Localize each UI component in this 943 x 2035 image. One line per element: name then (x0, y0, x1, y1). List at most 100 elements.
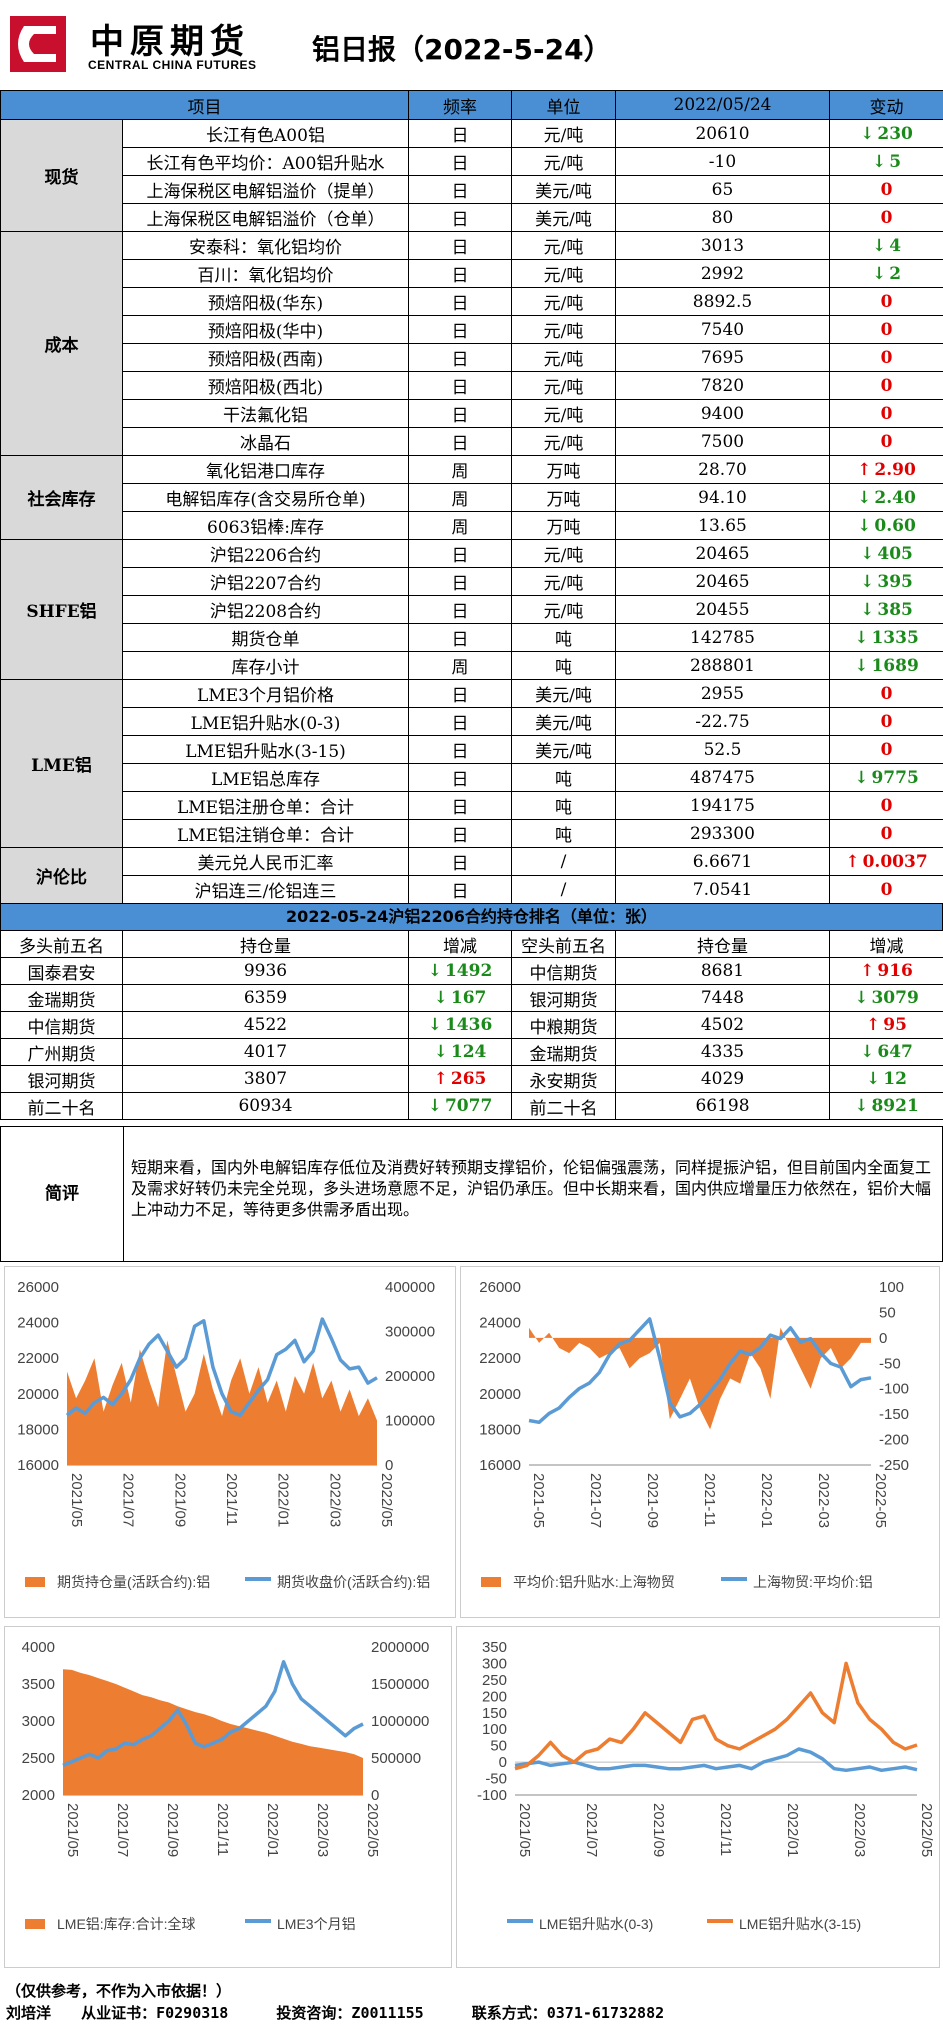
freq-cell: 日 (408, 735, 512, 764)
change-cell: ↓ 9775 (829, 763, 943, 792)
x-tick-label: 2021/09 (171, 1473, 188, 1527)
logo-cn: 中原期货 (90, 22, 250, 62)
short-pos-cell: 4502 (615, 1011, 830, 1039)
table-row: 库存小计周吨 288801 ↓ 1689 (1, 651, 943, 680)
change-cell: 0 (829, 203, 943, 232)
value-cell: 142785 (615, 623, 830, 652)
category-cell: 沪伦比 (0, 847, 123, 904)
change-cell: ↓ 5 (829, 147, 943, 176)
item-cell: 预焙阳极(西南) (122, 343, 409, 372)
item-cell: 百川：氧化铝均价 (122, 259, 409, 288)
y-right-tick-label: 500000 (371, 1750, 421, 1767)
value-cell: 8892.5 (615, 287, 830, 316)
x-tick-label: 2021/11 (223, 1473, 240, 1526)
change-cell: ↑ 2.90 (829, 455, 943, 484)
change-value: 3079 (871, 988, 919, 1008)
x-tick-label: 2022/03 (851, 1803, 868, 1857)
value-cell: -22.75 (615, 707, 830, 736)
cert-label: 从业证书： (81, 2004, 157, 2022)
arrow-up-icon: ↑ (866, 1015, 881, 1035)
pos-col-short-name: 空头前五名 (511, 930, 616, 958)
change-cell: ↓ 2.40 (829, 483, 943, 512)
arrow-down-icon: ↓ (871, 151, 887, 172)
y-left-tick-label: 350 (482, 1639, 507, 1656)
change-value: 0 (880, 319, 893, 340)
chart-1: 26000 24000 22000 20000 18000 16000 400000 3000… (4, 1266, 456, 1618)
comment-text: 短期来看，国内外电解铝库存低位及消费好转预期支撑铝价，伦铝偏强震荡，同样提振沪铝… (131, 1158, 932, 1219)
y-right-tick-label: -50 (879, 1355, 901, 1372)
long-pos-cell: 4017 (122, 1038, 409, 1066)
y-left-tick-label: 16000 (479, 1457, 521, 1474)
positions-title: 2022-05-24沪铝2206合约持仓排名（单位：张） (0, 903, 943, 931)
change-cell: 0 (829, 707, 943, 736)
item-cell: 6063铝棒:库存 (122, 511, 409, 540)
x-tick-label: 2021/05 (68, 1473, 85, 1527)
long-name-cell: 银河期货 (0, 1065, 123, 1093)
main-table: 项目 频率 单位 2022/05/24 变动 现货 长江有色A00铝日元/吨 206… (0, 90, 943, 904)
table-row: LME铝注册仓单：合计日吨 194175 0 (1, 791, 943, 820)
item-cell: LME铝注册仓单：合计 (122, 791, 409, 820)
freq-cell: 日 (408, 875, 512, 904)
arrow-down-icon: ↓ (866, 1069, 881, 1089)
series-line (62, 1660, 364, 1768)
legend-swatch (507, 1919, 533, 1923)
item-cell: 预焙阳极(西北) (122, 371, 409, 400)
legend-swatch (25, 1577, 45, 1587)
change-cell: ↓ 2 (829, 259, 943, 288)
freq-cell: 日 (408, 315, 512, 344)
change-value: 265 (450, 1069, 487, 1089)
long-name-cell: 金瑞期货 (0, 984, 123, 1012)
legend-swatch (245, 1919, 271, 1923)
unit-cell: 吨 (511, 651, 616, 680)
change-cell: 0 (829, 875, 943, 904)
table-row: 电解铝库存(含交易所仓单) 周万吨 94.10 ↓ 2.40 (1, 483, 943, 512)
y-right-tick-label: 0 (879, 1330, 887, 1347)
long-change-cell: ↓ 167 (408, 984, 512, 1012)
unit-cell: 元/吨 (511, 287, 616, 316)
unit-cell: 元/吨 (511, 147, 616, 176)
y-right-tick-label: 1000000 (371, 1713, 429, 1730)
table-row: 干法氟化铝日元/吨 9400 0 (1, 399, 943, 428)
y-left-tick-label: 3000 (22, 1713, 55, 1730)
long-pos-cell: 4522 (122, 1011, 409, 1039)
category-cell: SHFE铝 (0, 539, 123, 680)
change-value: 1492 (444, 961, 493, 981)
change-cell: ↓ 1689 (829, 651, 943, 680)
item-cell: 上海保税区电解铝溢价（仓单） (122, 203, 409, 232)
change-value: 916 (877, 961, 913, 981)
change-value: 0 (880, 347, 893, 368)
arrow-down-icon: ↓ (857, 515, 872, 536)
legend-swatch (481, 1577, 501, 1587)
change-cell: ↓ 4 (829, 231, 943, 260)
item-cell: 长江有色A00铝 (122, 119, 409, 148)
change-value: 95 (883, 1015, 907, 1035)
value-cell: 20465 (615, 567, 830, 596)
series-area (63, 1669, 363, 1795)
value-cell: 20610 (615, 119, 830, 148)
arrow-down-icon: ↓ (854, 988, 869, 1008)
x-tick-label: 2022/01 (275, 1473, 292, 1527)
y-right-tick-label: 0 (385, 1457, 393, 1474)
y-left-tick-label: 50 (490, 1738, 507, 1755)
pos-col-short-pos: 持仓量 (615, 930, 830, 958)
x-tick-label: 2022/05 (918, 1803, 935, 1857)
y-right-tick-label: 200000 (385, 1368, 435, 1385)
change-value: 1335 (871, 627, 919, 648)
item-cell: 预焙阳极(华东) (122, 287, 409, 316)
disclaimer: （仅供参考，不作为入市依据！） (6, 1982, 232, 2000)
change-value: 8921 (871, 1096, 919, 1116)
table-row: LME铝总库存日吨 487475 ↓ 9775 (1, 763, 943, 792)
unit-cell: 吨 (511, 763, 616, 792)
change-value: 1689 (871, 655, 919, 676)
y-right-tick-label: -200 (879, 1432, 909, 1449)
value-cell: 7695 (615, 343, 830, 372)
short-name-cell: 中信期货 (511, 957, 616, 985)
item-cell: 沪铝2207合约 (122, 567, 409, 596)
change-value: 405 (877, 543, 913, 564)
chart-4: 350 300 250 200 150 100 50 0 -50 -100 2021/05 2021/… (456, 1626, 940, 1968)
item-cell: 库存小计 (122, 651, 409, 680)
legend-label: 期货持仓量(活跃合约):铝 (57, 1574, 210, 1590)
short-name-cell: 前二十名 (511, 1092, 616, 1120)
change-cell: 0 (829, 735, 943, 764)
y-left-tick-label: 22000 (17, 1350, 59, 1367)
